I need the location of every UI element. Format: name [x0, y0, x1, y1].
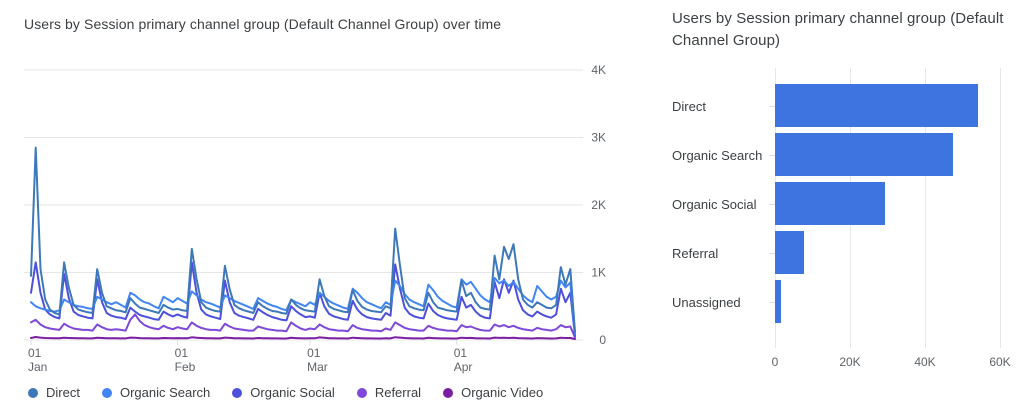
bar-category-label: Unassigned — [672, 294, 741, 310]
y-axis-label: 1K — [591, 266, 606, 280]
legend-item-direct[interactable]: Direct — [28, 386, 80, 400]
x-axis-label-day: 01 — [175, 346, 189, 360]
x-axis-label: 40K — [914, 355, 936, 369]
legend-label: Organic Search — [119, 385, 211, 400]
series-line-referral[interactable] — [30, 313, 576, 339]
legend-item-organic-video[interactable]: Organic Video — [443, 386, 543, 400]
legend-dot-icon — [356, 388, 367, 398]
legend-label: Direct — [46, 385, 80, 400]
x-axis-label-day: 01 — [307, 346, 321, 360]
x-axis-label: 20K — [839, 355, 861, 369]
series-line-organic-social[interactable] — [30, 261, 576, 337]
x-axis-label-month: Mar — [307, 360, 328, 374]
series-line-organic-video[interactable] — [30, 336, 576, 340]
legend-item-referral[interactable]: Referral — [356, 385, 422, 400]
category-axis-tick — [769, 203, 775, 205]
legend-label: Organic Video — [461, 385, 544, 400]
line-chart-legend: Direct Organic Search Organic Social Referr… — [28, 386, 543, 400]
x-axis-label: 60K — [989, 355, 1011, 369]
y-axis-label: 0 — [599, 333, 606, 347]
bar-referral[interactable] — [775, 231, 804, 274]
category-axis-tick — [769, 252, 775, 254]
x-axis-label-day: 01 — [454, 346, 468, 360]
bar-direct[interactable] — [775, 84, 978, 127]
legend-item-organic-social[interactable]: Organic Social — [232, 386, 335, 400]
bar-category-label: Organic Social — [672, 196, 757, 212]
bar-organic-search[interactable] — [775, 133, 953, 176]
legend-label: Organic Social — [250, 385, 335, 400]
line-chart-title: Users by Session primary channel group (… — [24, 16, 502, 32]
legend-dot-icon — [101, 388, 112, 398]
series-line-organic-search[interactable] — [30, 276, 576, 335]
x-axis-label-month: Jan — [28, 360, 47, 374]
x-axis-label-month: Apr — [454, 360, 473, 374]
legend-dot-icon — [28, 388, 38, 398]
bar-organic-social[interactable] — [775, 182, 885, 225]
bar-category-label: Direct — [672, 98, 706, 114]
x-axis-label: 0 — [771, 355, 779, 369]
category-axis-tick — [769, 301, 775, 303]
y-axis-label: 2K — [591, 198, 606, 212]
bar-category-label: Referral — [672, 245, 719, 261]
y-axis-label: 4K — [591, 63, 606, 77]
gridline — [925, 68, 926, 348]
legend-dot-icon — [443, 388, 454, 398]
y-axis-label: 3K — [591, 131, 606, 145]
gridline — [1000, 68, 1001, 348]
bar-unassigned[interactable] — [775, 280, 781, 323]
bar-category-label: Organic Search — [672, 147, 763, 163]
legend-item-organic-search[interactable]: Organic Search — [101, 385, 211, 400]
series-line-direct[interactable] — [30, 146, 576, 333]
category-axis-tick — [769, 154, 775, 156]
x-axis-label-month: Feb — [175, 360, 196, 374]
bar-chart-title: Users by Session primary channel group (… — [672, 10, 1004, 49]
legend-dot-icon — [232, 388, 243, 398]
x-axis-label-day: 01 — [28, 346, 42, 360]
legend-label: Referral — [374, 385, 422, 400]
category-axis-tick — [769, 105, 775, 107]
